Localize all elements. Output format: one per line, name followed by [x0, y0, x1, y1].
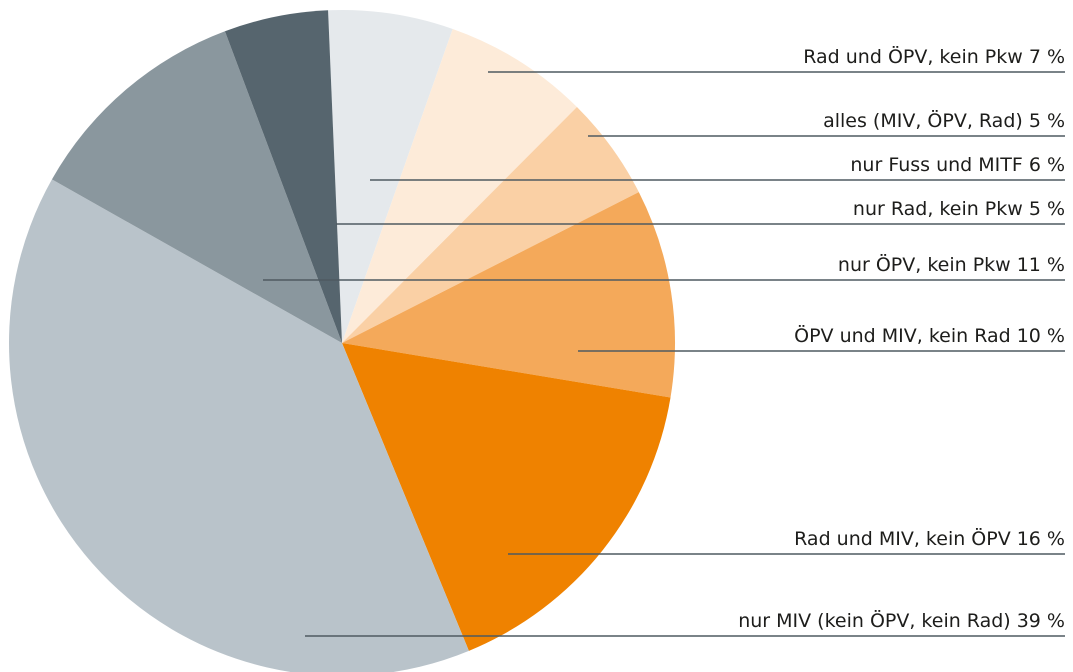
- slice-label: nur Rad, kein Pkw 5 %: [853, 198, 1065, 220]
- value-label: 16 %: [1017, 528, 1065, 550]
- value-label: 5 %: [1029, 110, 1065, 132]
- value-label: 5 %: [1029, 198, 1065, 220]
- slice-label: ÖPV und MIV, kein Rad 10 %: [794, 324, 1065, 347]
- value-label: 6 %: [1029, 154, 1065, 176]
- slice-label: alles (MIV, ÖPV, Rad) 5 %: [823, 109, 1065, 132]
- pie-slice: [51, 31, 343, 344]
- slice-label: nur MIV (kein ÖPV, kein Rad) 39 %: [738, 609, 1065, 632]
- pie-slice: [9, 179, 469, 672]
- slice-label: nur ÖPV, kein Pkw 11 %: [838, 253, 1065, 276]
- value-label: 7 %: [1029, 46, 1065, 68]
- category-label: Rad und MIV, kein ÖPV: [794, 527, 1011, 550]
- slice-label: Rad und MIV, kein ÖPV 16 %: [794, 527, 1065, 550]
- category-label: nur MIV (kein ÖPV, kein Rad): [738, 609, 1011, 632]
- category-label: nur Fuss und MITF: [850, 154, 1022, 176]
- category-label: nur ÖPV, kein Pkw: [838, 253, 1011, 276]
- value-label: 39 %: [1017, 610, 1065, 632]
- pie-slice: [342, 343, 671, 651]
- category-label: alles (MIV, ÖPV, Rad): [823, 109, 1023, 132]
- slice-label: Rad und ÖPV, kein Pkw 7 %: [803, 45, 1065, 68]
- value-label: 11 %: [1017, 254, 1065, 276]
- pie-slice: [224, 10, 342, 344]
- category-label: nur Rad, kein Pkw: [853, 198, 1023, 220]
- slice-label: nur Fuss und MITF 6 %: [850, 154, 1065, 176]
- pie-slice: [342, 192, 675, 398]
- category-label: ÖPV und MIV, kein Rad: [794, 324, 1011, 347]
- value-label: 10 %: [1017, 325, 1065, 347]
- pie-slice: [342, 28, 577, 344]
- pie-slice: [342, 107, 639, 343]
- category-label: Rad und ÖPV, kein Pkw: [803, 45, 1023, 68]
- pie-slice: [328, 10, 453, 344]
